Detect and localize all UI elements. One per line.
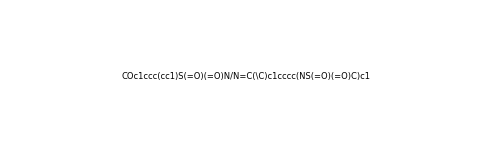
Text: COc1ccc(cc1)S(=O)(=O)N/N=C(\C)c1cccc(NS(=O)(=O)C)c1: COc1ccc(cc1)S(=O)(=O)N/N=C(\C)c1cccc(NS(… [122, 71, 370, 81]
